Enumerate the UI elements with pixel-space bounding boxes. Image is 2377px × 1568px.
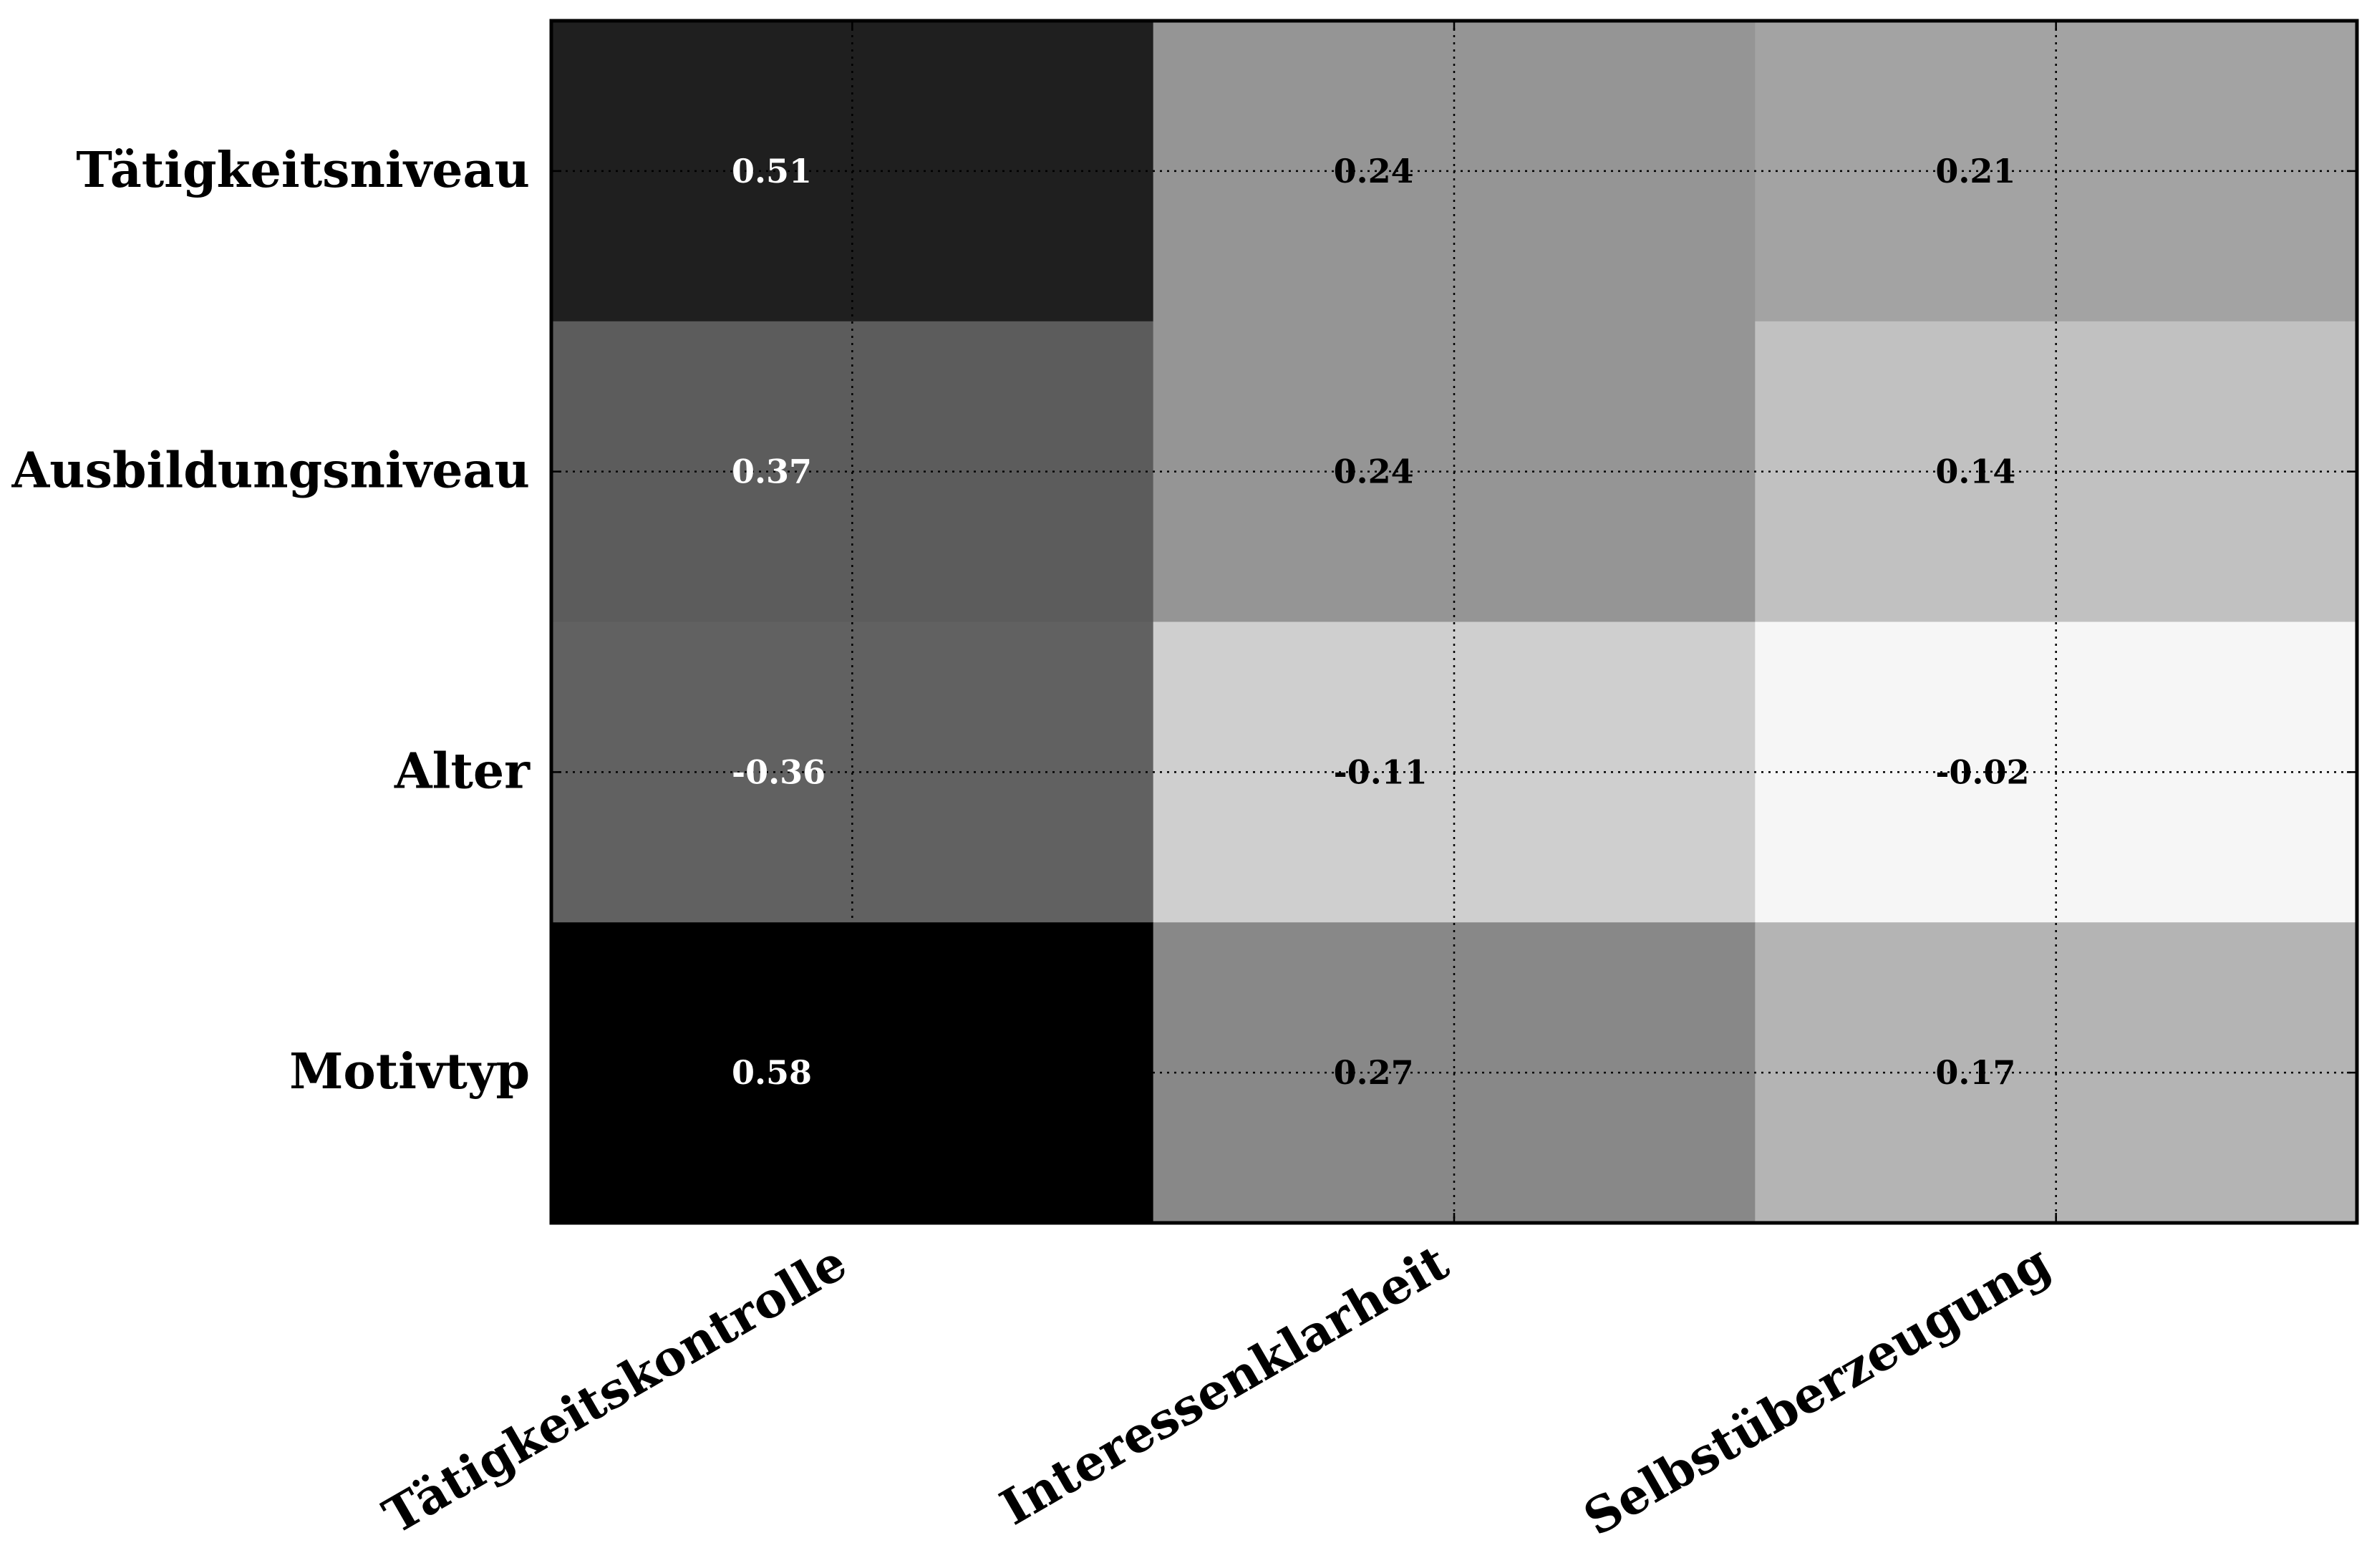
cell-value-label: 0.24 (1334, 453, 1414, 491)
cell-value-label: 0.27 (1334, 1053, 1414, 1092)
plot-frame (549, 19, 2359, 1225)
cell-value-label: 0.37 (732, 453, 812, 491)
cell-value-labels: 0.51 0.24 0.21 0.37 0.24 0.14 -0.36 -0.11 -0.02 0… (732, 152, 2029, 1092)
cell-value-label: -0.11 (1334, 752, 1428, 791)
cell-value-label: 0.14 (1935, 453, 2015, 491)
cell-value-label: -0.02 (1935, 752, 2029, 791)
grid-lines (551, 21, 2357, 1223)
cell-value-label: -0.36 (732, 752, 826, 791)
row-label: Tätigkeitsniveau (76, 142, 530, 199)
row-label: Motivtyp (289, 1043, 530, 1100)
row-label: Ausbildungsniveau (11, 442, 531, 500)
row-label: Alter (394, 742, 531, 800)
cell-value-label: 0.51 (732, 152, 812, 190)
cell-value-label: 0.17 (1935, 1053, 2015, 1092)
cell-value-label: 0.24 (1334, 152, 1414, 190)
cell-value-label: 0.21 (1935, 152, 2015, 190)
cell-value-label: 0.58 (732, 1053, 812, 1092)
row-labels: Tätigkeitsniveau Ausbildungsniveau Alter Mo… (11, 142, 531, 1100)
